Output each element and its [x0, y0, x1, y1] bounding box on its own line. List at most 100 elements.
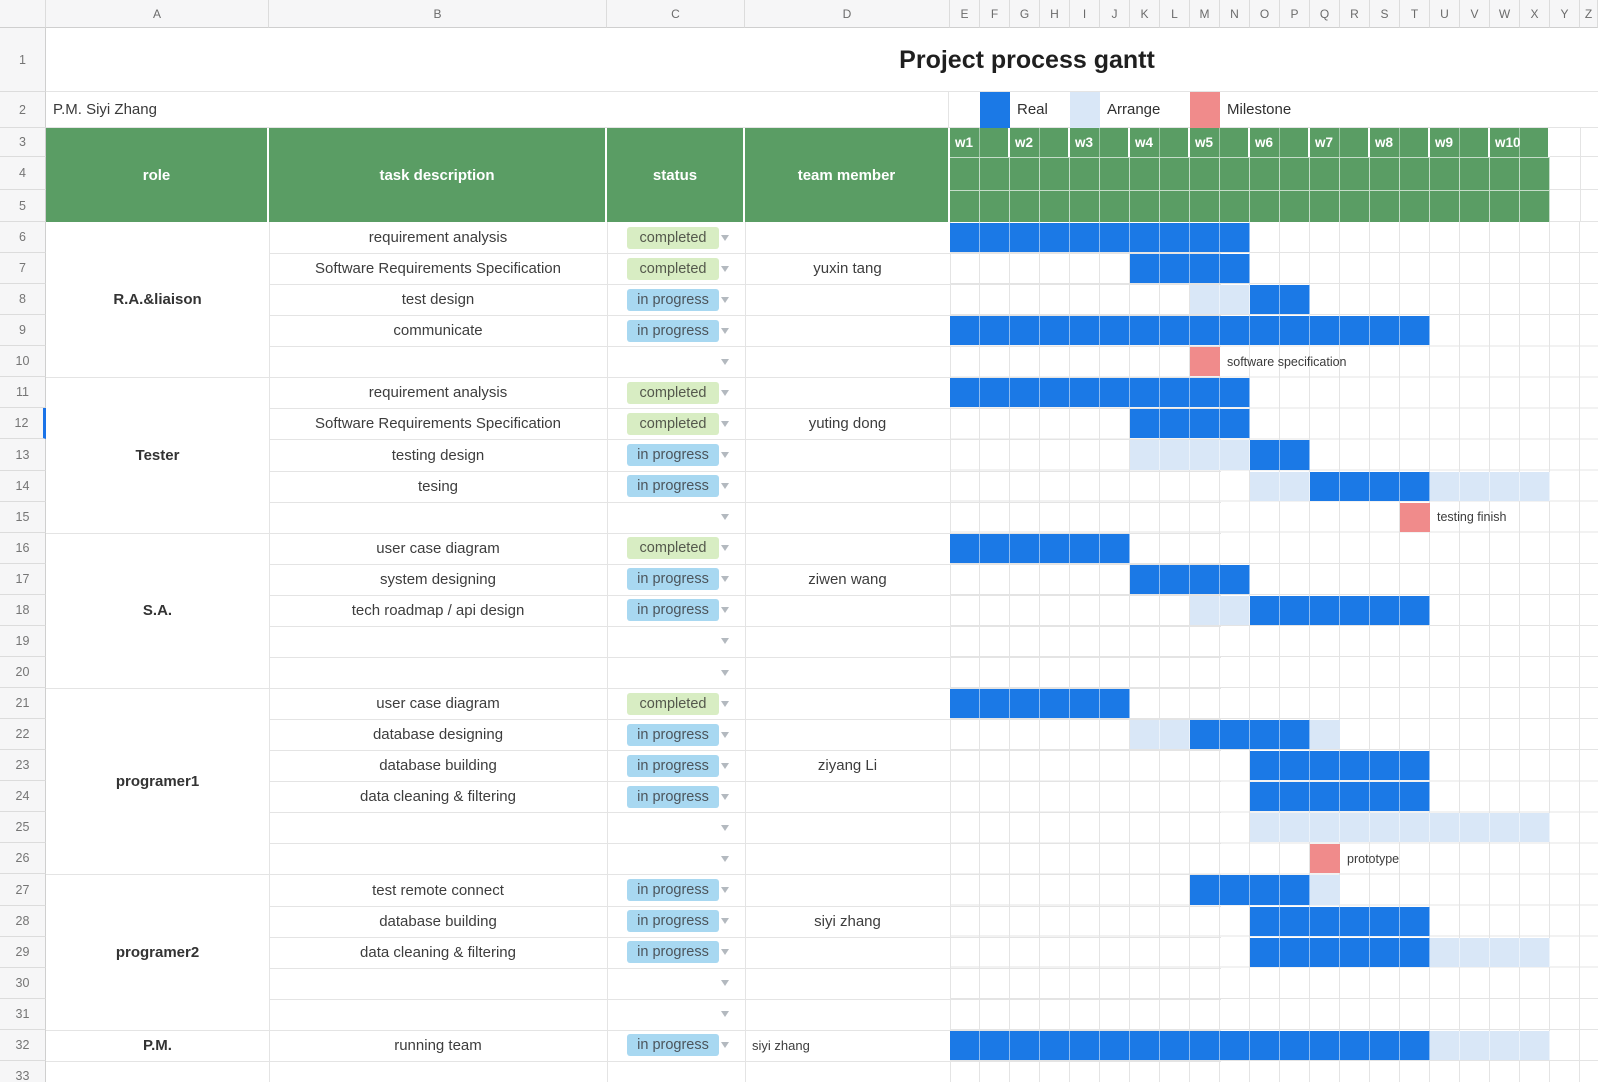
- status-dropdown-icon[interactable]: [721, 1042, 729, 1049]
- status-chip[interactable]: in progress: [627, 568, 719, 591]
- status-dropdown-icon[interactable]: [721, 918, 729, 925]
- column-header-X[interactable]: X: [1520, 0, 1550, 28]
- row-header-27[interactable]: 27: [0, 874, 46, 906]
- row-header-21[interactable]: 21: [0, 688, 46, 720]
- row-header-7[interactable]: 7: [0, 253, 46, 285]
- member-cell[interactable]: ziwen wang: [808, 570, 887, 588]
- row-header-22[interactable]: 22: [0, 719, 46, 751]
- row-header-25[interactable]: 25: [0, 812, 46, 844]
- column-header-I[interactable]: I: [1070, 0, 1100, 28]
- role-cell[interactable]: programer1: [115, 772, 200, 790]
- status-chip[interactable]: in progress: [627, 444, 719, 467]
- status-dropdown-icon[interactable]: [721, 980, 729, 987]
- column-header-F[interactable]: F: [980, 0, 1010, 28]
- task-cell[interactable]: test remote connect: [372, 881, 504, 899]
- row-header-19[interactable]: 19: [0, 625, 46, 657]
- status-dropdown-icon[interactable]: [721, 824, 729, 831]
- role-cell[interactable]: programer2: [115, 943, 200, 961]
- role-cell[interactable]: R.A.&liaison: [113, 291, 202, 309]
- row-header-33[interactable]: 33: [0, 1060, 46, 1082]
- column-header-W[interactable]: W: [1490, 0, 1520, 28]
- role-cell[interactable]: S.A.: [142, 601, 173, 619]
- task-cell[interactable]: database designing: [372, 726, 504, 744]
- row-header-31[interactable]: 31: [0, 998, 46, 1030]
- row-header-12[interactable]: 12: [0, 408, 46, 440]
- status-chip[interactable]: completed: [627, 692, 719, 715]
- status-dropdown-icon[interactable]: [721, 762, 729, 769]
- task-cell[interactable]: test design: [401, 291, 475, 309]
- column-header-A[interactable]: A: [46, 0, 269, 28]
- column-header-O[interactable]: O: [1250, 0, 1280, 28]
- corner-cell[interactable]: [0, 0, 46, 28]
- status-chip[interactable]: in progress: [627, 785, 719, 808]
- column-header-V[interactable]: V: [1460, 0, 1490, 28]
- role-cell[interactable]: P.M.: [143, 1036, 172, 1054]
- task-cell[interactable]: tesing: [417, 477, 459, 495]
- column-header-H[interactable]: H: [1040, 0, 1070, 28]
- status-dropdown-icon[interactable]: [721, 265, 729, 272]
- task-cell[interactable]: user case diagram: [376, 695, 500, 713]
- status-chip[interactable]: in progress: [627, 475, 719, 498]
- status-dropdown-icon[interactable]: [721, 949, 729, 956]
- column-header-E[interactable]: E: [950, 0, 980, 28]
- status-dropdown-icon[interactable]: [721, 607, 729, 614]
- member-cell[interactable]: siyi zhang: [752, 1037, 810, 1053]
- row-header-11[interactable]: 11: [0, 377, 46, 409]
- status-chip[interactable]: completed: [627, 226, 719, 249]
- status-dropdown-icon[interactable]: [721, 669, 729, 676]
- status-dropdown-icon[interactable]: [721, 887, 729, 893]
- status-chip[interactable]: completed: [627, 257, 719, 280]
- task-cell[interactable]: database building: [379, 912, 497, 930]
- row-header-30[interactable]: 30: [0, 967, 46, 999]
- column-header-M[interactable]: M: [1190, 0, 1220, 28]
- row-header-17[interactable]: 17: [0, 563, 46, 595]
- status-dropdown-icon[interactable]: [721, 638, 729, 645]
- row-header-32[interactable]: 32: [0, 1029, 46, 1061]
- task-cell[interactable]: user case diagram: [376, 539, 500, 557]
- status-chip[interactable]: completed: [627, 537, 719, 560]
- task-cell[interactable]: database building: [379, 757, 497, 775]
- column-header-B[interactable]: B: [269, 0, 607, 28]
- status-dropdown-icon[interactable]: [721, 296, 729, 303]
- status-chip[interactable]: completed: [627, 412, 719, 435]
- column-header-C[interactable]: C: [607, 0, 745, 28]
- row-header-18[interactable]: 18: [0, 594, 46, 626]
- row-header-3[interactable]: 3: [0, 128, 46, 157]
- column-header-R[interactable]: R: [1340, 0, 1370, 28]
- row-header-28[interactable]: 28: [0, 905, 46, 937]
- status-dropdown-icon[interactable]: [721, 793, 729, 800]
- row-header-16[interactable]: 16: [0, 532, 46, 564]
- status-dropdown-icon[interactable]: [721, 731, 729, 738]
- row-header-24[interactable]: 24: [0, 781, 46, 813]
- status-chip[interactable]: in progress: [627, 1034, 719, 1057]
- task-cell[interactable]: running team: [394, 1036, 482, 1054]
- row-header-13[interactable]: 13: [0, 439, 46, 471]
- member-cell[interactable]: ziyang Li: [817, 757, 878, 775]
- status-chip[interactable]: in progress: [627, 879, 719, 901]
- row-header-15[interactable]: 15: [0, 501, 46, 533]
- column-header-S[interactable]: S: [1370, 0, 1400, 28]
- status-dropdown-icon[interactable]: [721, 514, 729, 521]
- status-dropdown-icon[interactable]: [721, 545, 729, 552]
- task-cell[interactable]: requirement analysis: [368, 384, 508, 402]
- status-dropdown-icon[interactable]: [721, 855, 729, 862]
- role-cell[interactable]: Tester: [135, 446, 180, 464]
- status-dropdown-icon[interactable]: [721, 700, 729, 707]
- column-header-Q[interactable]: Q: [1310, 0, 1340, 28]
- status-dropdown-icon[interactable]: [721, 234, 729, 241]
- task-cell[interactable]: Software Requirements Specification: [315, 260, 561, 278]
- status-chip[interactable]: in progress: [627, 941, 719, 964]
- task-cell[interactable]: data cleaning & filtering: [360, 943, 516, 961]
- status-dropdown-icon[interactable]: [721, 420, 729, 427]
- task-cell[interactable]: data cleaning & filtering: [360, 788, 516, 806]
- status-chip[interactable]: in progress: [627, 754, 719, 777]
- row-header-10[interactable]: 10: [0, 346, 46, 378]
- row-header-23[interactable]: 23: [0, 750, 46, 782]
- status-chip[interactable]: in progress: [627, 288, 719, 311]
- row-header-2[interactable]: 2: [0, 92, 46, 128]
- status-dropdown-icon[interactable]: [721, 327, 729, 334]
- column-header-P[interactable]: P: [1280, 0, 1310, 28]
- row-header-6[interactable]: 6: [0, 222, 46, 254]
- member-cell[interactable]: yuting dong: [808, 415, 887, 433]
- row-header-8[interactable]: 8: [0, 284, 46, 316]
